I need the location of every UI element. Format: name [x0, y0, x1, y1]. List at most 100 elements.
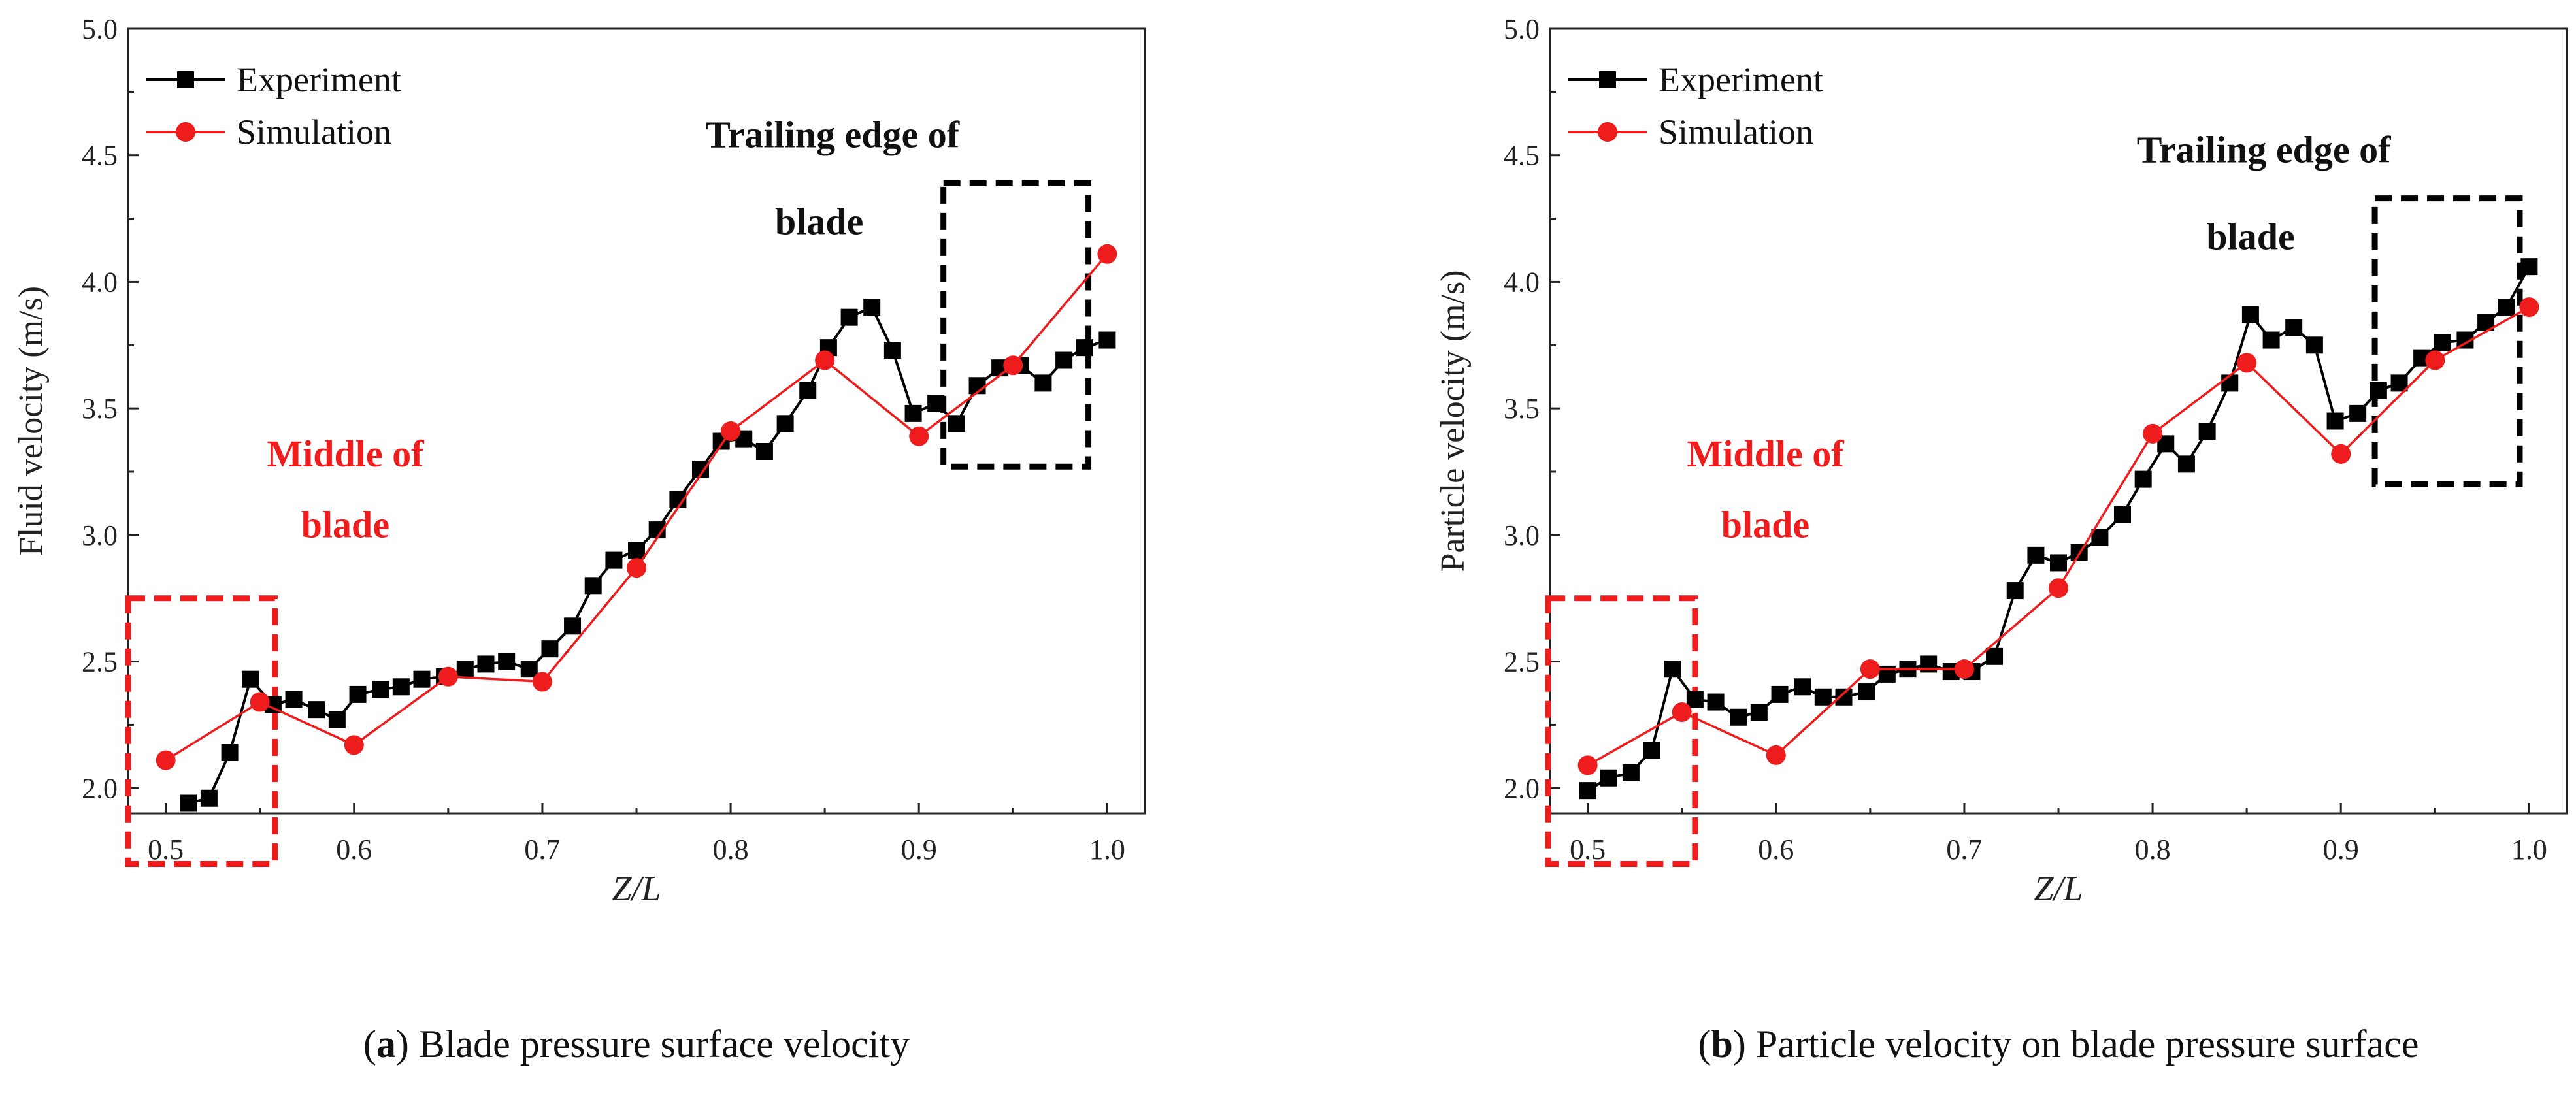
chart-b-caption-open-paren: (: [1698, 1022, 1711, 1066]
chart-a-x-tick-label: 0.8: [713, 834, 749, 866]
chart-b-x-tick-label: 0.8: [2135, 834, 2171, 866]
chart-a-experiment-point: [904, 404, 922, 422]
chart-b-experiment-point: [2177, 455, 2195, 473]
chart-b-experiment-point: [1814, 688, 1832, 706]
chart-b-trailing-box: [2371, 195, 2523, 487]
chart-b-y-tick-label: 5.0: [1504, 13, 1540, 45]
chart-b-x-tick-label: 0.9: [2323, 834, 2359, 866]
chart-a-experiment-point: [799, 382, 817, 400]
chart-a-experiment-point: [863, 299, 881, 316]
chart-a-legend-square-marker: [177, 71, 194, 88]
chart-a-experiment-point: [328, 711, 346, 728]
chart-b-experiment-point: [2285, 319, 2303, 336]
chart-b-experiment-point: [1730, 708, 1747, 726]
chart-b-simulation-point: [1672, 702, 1692, 723]
chart-a-caption-close-paren: ): [396, 1022, 419, 1066]
chart-a-y-axis-label: Fluid velocity (m/s): [12, 286, 50, 556]
chart-b-experiment-point: [1664, 661, 1681, 678]
chart-b-experiment-point: [2241, 306, 2259, 323]
chart-panel-b: 2.0 2.5 3.0 3.5 4.0 4.5 5.0 0.5 0.6 0.7 0.8 0.9 1.0 Z…: [1434, 13, 2568, 1066]
chart-a-experiment-point: [541, 640, 559, 658]
chart-b-simulation-point: [1860, 659, 1880, 679]
chart-b-simulation-point: [1577, 755, 1598, 775]
chart-a-simulation-point: [815, 350, 835, 370]
chart-a-simulation-point: [1003, 355, 1023, 376]
chart-a-experiment-point: [498, 653, 516, 670]
chart-a-simulation-point: [438, 666, 458, 687]
chart-b-experiment-point: [2326, 412, 2344, 430]
chart-a-experiment-point: [456, 661, 474, 678]
chart-b-legend-label-simulation: Simulation: [1659, 112, 1813, 152]
chart-b-experiment-point: [1771, 685, 1789, 703]
chart-a-x-tick-label: 1.0: [1089, 834, 1125, 866]
chart-b-experiment-point: [1643, 742, 1660, 759]
chart-a-experiment-point: [372, 681, 389, 698]
chart-a-experiment-point: [1076, 339, 1093, 357]
chart-a-y-tick-label: 4.5: [82, 140, 118, 172]
chart-b-experiment-point: [1600, 769, 1617, 787]
chart-b-experiment-point: [2091, 529, 2109, 546]
chart-b-experiment-point: [2027, 546, 2045, 564]
chart-b-experiment-point: [2262, 331, 2280, 349]
chart-b-x-tick-label: 0.5: [1570, 834, 1606, 866]
chart-b-experiment-point: [2370, 382, 2387, 400]
chart-b-y-tick-label: 3.5: [1504, 393, 1540, 425]
chart-a-simulation-point: [1097, 244, 1117, 264]
chart-b-experiment-point: [2221, 374, 2239, 392]
chart-b-simulation-point: [2049, 578, 2068, 598]
chart-a-experiment-point: [1098, 331, 1116, 349]
chart-b-experiment-point: [2113, 506, 2131, 523]
chart-a-simulation-point: [156, 750, 176, 770]
chart-a-x-axis-label: Z/L: [612, 869, 661, 908]
chart-b-simulation-point: [2143, 423, 2163, 444]
chart-a-experiment-point: [564, 617, 582, 635]
chart-b-middle-box: [1545, 595, 1698, 867]
chart-a-experiment-point: [242, 670, 259, 688]
chart-b-simulation-point: [2519, 297, 2539, 318]
chart-b-x-tick-label: 0.6: [1758, 834, 1794, 866]
chart-b-y-tick-label: 4.5: [1504, 140, 1540, 172]
chart-a-experiment-point: [1034, 374, 1052, 392]
chart-a-experiment-point: [392, 678, 410, 696]
chart-a-experiment-point: [1055, 351, 1073, 369]
chart-b-caption: (b) Particle velocity on blade pressure …: [1698, 1022, 2419, 1066]
chart-a-experiment-point: [584, 577, 602, 595]
chart-b-experiment-point: [1707, 693, 1725, 711]
chart-a-experiment-point: [628, 542, 645, 559]
chart-a-annotation-trailing-line1: Trailing edge of: [705, 113, 959, 155]
chart-a-simulation-point: [909, 426, 929, 446]
chart-a-legend-label-simulation: Simulation: [237, 112, 391, 152]
chart-a-x-tick-label: 0.5: [148, 834, 184, 866]
chart-a-experiment-point: [605, 551, 623, 569]
chart-a-experiment-point: [308, 701, 325, 719]
chart-a-experiment-point: [840, 308, 858, 326]
chart-panel-a: 2.0 2.5 3.0 3.5 4.0 4.5 5.0 0.5 0.6 0.7 0.8 0.9 1.0 Z…: [12, 13, 1146, 1066]
chart-b-y-tick-label: 3.0: [1504, 519, 1540, 551]
chart-b-caption-close-paren: ): [1733, 1022, 1756, 1066]
chart-a-experiment-point: [927, 395, 945, 412]
chart-b-experiment-point: [2006, 582, 2024, 600]
chart-b-experiment-point: [1858, 683, 1875, 701]
chart-a-annotation-trailing-line2: blade: [775, 200, 863, 242]
chart-b-experiment-point: [2498, 299, 2515, 316]
chart-b-annotation-middle-line2: blade: [1721, 504, 1809, 546]
chart-b-y-tick-label: 2.0: [1504, 772, 1540, 804]
chart-b-experiment-point: [2520, 258, 2538, 276]
chart-b-annotation-trailing-line2: blade: [2206, 216, 2294, 258]
chart-a-annotation-middle-line2: blade: [301, 504, 389, 546]
chart-a-annotation-middle-line1: Middle of: [267, 432, 424, 475]
chart-b-simulation-point: [1766, 745, 1786, 765]
chart-a-experiment-point: [883, 342, 901, 359]
chart-a-caption-text: Blade pressure surface velocity: [419, 1022, 910, 1066]
chart-b-simulation-point: [2331, 444, 2351, 464]
chart-a-legend-label-experiment: Experiment: [237, 60, 401, 99]
chart-a-x-tick-label: 0.9: [901, 834, 937, 866]
chart-b-legend-square-marker: [1599, 71, 1616, 88]
chart-a-experiment-point: [413, 670, 431, 688]
chart-a-experiment-point: [755, 442, 773, 460]
chart-b-experiment-point: [2050, 554, 2067, 572]
chart-b-x-tick-label: 1.0: [2511, 834, 2547, 866]
chart-a-experiment-point: [285, 691, 303, 708]
chart-a-y-tick-label: 3.0: [82, 519, 118, 551]
chart-a-simulation-point: [721, 421, 741, 441]
